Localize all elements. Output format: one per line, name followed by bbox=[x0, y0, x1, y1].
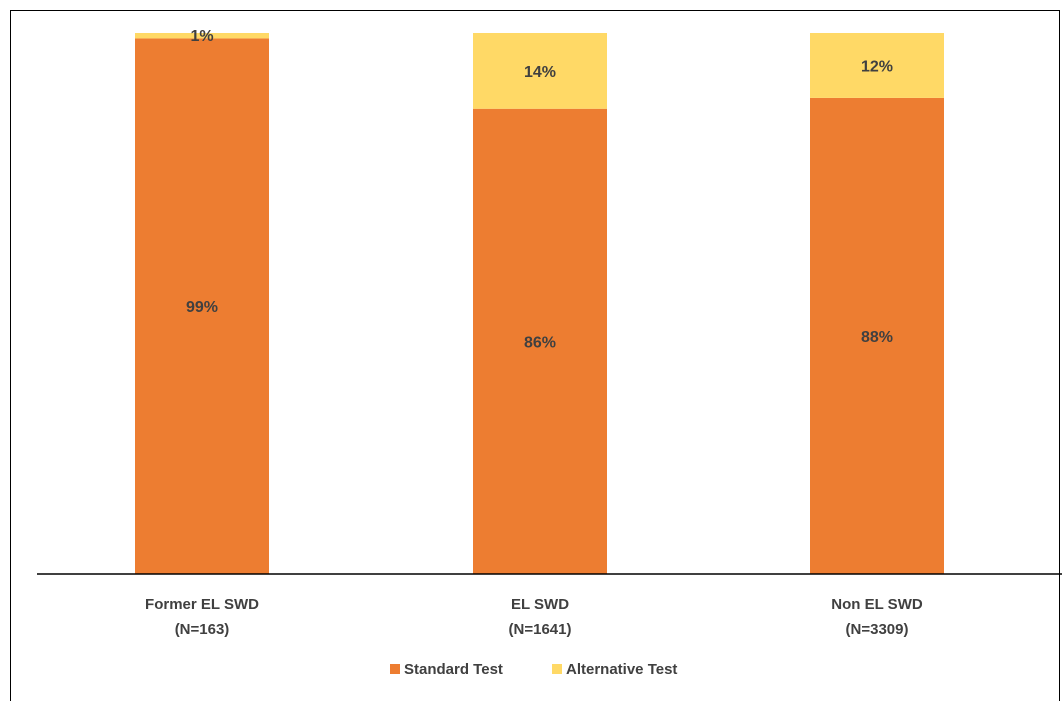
bar-label-standard-1: 86% bbox=[524, 334, 556, 351]
category-count-0: (N=163) bbox=[175, 621, 230, 638]
category-labels: Former EL SWD (N=163) EL SWD (N=1641) Non EL… bbox=[145, 596, 923, 638]
legend-swatch-standard bbox=[390, 664, 400, 674]
bar-alternative-2 bbox=[810, 33, 944, 98]
bars-layer: 99% 1% 86% 14% 88% 12% bbox=[135, 28, 944, 575]
bar-standard-1 bbox=[473, 108, 607, 575]
bar-label-standard-0: 99% bbox=[186, 299, 218, 316]
legend-label-alternative: Alternative Test bbox=[566, 661, 677, 678]
bar-alternative-0 bbox=[135, 33, 269, 39]
bar-standard-2 bbox=[810, 97, 944, 575]
category-label-2: Non EL SWD bbox=[831, 596, 923, 613]
category-count-2: (N=3309) bbox=[846, 621, 909, 638]
bar-label-alternative-2: 12% bbox=[861, 58, 893, 75]
chart-frame bbox=[10, 10, 1060, 701]
legend-swatch-alternative bbox=[552, 664, 562, 674]
bar-alternative-1 bbox=[473, 33, 607, 109]
category-label-1: EL SWD bbox=[511, 596, 569, 613]
bar-label-alternative-0: 1% bbox=[190, 28, 213, 45]
category-count-1: (N=1641) bbox=[509, 621, 572, 638]
bar-label-alternative-1: 14% bbox=[524, 64, 556, 81]
category-label-0: Former EL SWD bbox=[145, 596, 259, 613]
bar-standard-0 bbox=[135, 38, 269, 575]
legend-label-standard: Standard Test bbox=[404, 661, 503, 678]
bar-label-standard-2: 88% bbox=[861, 329, 893, 346]
legend: Standard Test Alternative Test bbox=[390, 661, 677, 678]
